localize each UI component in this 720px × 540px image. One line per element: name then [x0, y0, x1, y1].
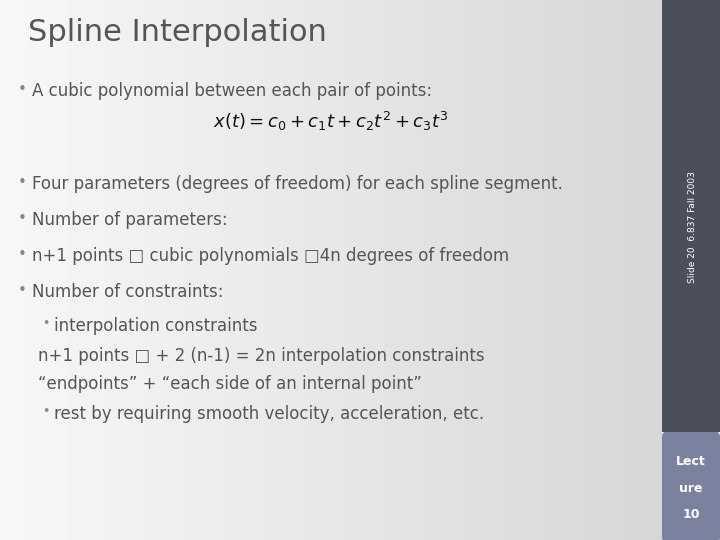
Text: 10: 10 [683, 508, 700, 521]
Text: n+1 points □ cubic polynomials □4n degrees of freedom: n+1 points □ cubic polynomials □4n degre… [32, 247, 509, 265]
Text: •: • [42, 405, 50, 418]
Text: •: • [42, 317, 50, 330]
Text: Number of parameters:: Number of parameters: [32, 211, 228, 229]
Text: •: • [18, 283, 27, 298]
Text: •: • [18, 175, 27, 190]
Text: n+1 points □ + 2 (n-1) = 2n interpolation constraints: n+1 points □ + 2 (n-1) = 2n interpolatio… [38, 347, 485, 365]
Text: A cubic polynomial between each pair of points:: A cubic polynomial between each pair of … [32, 82, 432, 100]
Text: Spline Interpolation: Spline Interpolation [28, 18, 327, 47]
Text: Four parameters (degrees of freedom) for each spline segment.: Four parameters (degrees of freedom) for… [32, 175, 563, 193]
Text: •: • [18, 247, 27, 262]
Text: rest by requiring smooth velocity, acceleration, etc.: rest by requiring smooth velocity, accel… [54, 405, 484, 423]
Text: “endpoints” + “each side of an internal point”: “endpoints” + “each side of an internal … [38, 375, 422, 393]
Text: •: • [18, 211, 27, 226]
Text: Number of constraints:: Number of constraints: [32, 283, 223, 301]
Text: •: • [18, 82, 27, 97]
FancyBboxPatch shape [661, 431, 720, 540]
Text: $x(t) = c_0 + c_1 t + c_2 t^2 + c_3 t^3$: $x(t) = c_0 + c_1 t + c_2 t^2 + c_3 t^3$ [213, 110, 449, 133]
Text: Lect: Lect [676, 455, 706, 468]
Text: Slide 20  6.837 Fall 2003: Slide 20 6.837 Fall 2003 [688, 171, 697, 283]
Text: ure: ure [679, 482, 703, 495]
Text: interpolation constraints: interpolation constraints [54, 317, 258, 335]
